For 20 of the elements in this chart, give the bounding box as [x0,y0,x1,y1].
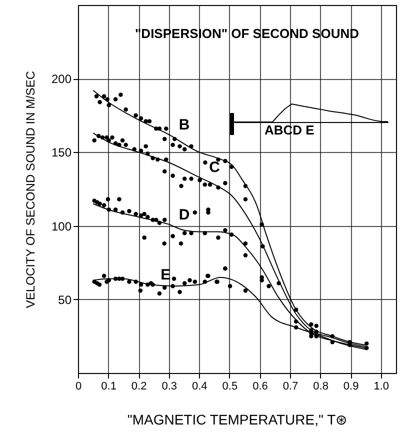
y-tick-label: 150 [51,146,72,160]
annotation: C [209,159,220,176]
x-tick-label: 0.5 [222,380,238,392]
x-tick-label: 0 [75,380,82,392]
x-tick-label: 0.6 [252,380,268,392]
x-tick-label: 0.7 [282,380,298,392]
annotation: B [178,116,190,134]
x-tick-label: 1.0 [374,380,390,392]
x-tick-label: 0.9 [343,380,359,392]
y-tick-label: 50 [58,292,72,307]
x-tick-label: 0.4 [192,380,208,392]
x-tick-label: 0.2 [131,380,147,392]
y-tick-label: 100 [51,219,72,234]
y-tick-label: 200 [51,72,72,86]
x-tick-label: 0.1 [101,380,116,392]
x-tick-label: 0.3 [162,380,178,392]
x-tick-label: 0.8 [313,380,328,392]
x-axis-title: "MAGNETIC TEMPERATURE," T⊛ [127,412,348,428]
annotation: D [178,206,190,224]
y-axis-title: VELOCITY OF SECOND SOUND IN M/SEC [23,70,38,308]
